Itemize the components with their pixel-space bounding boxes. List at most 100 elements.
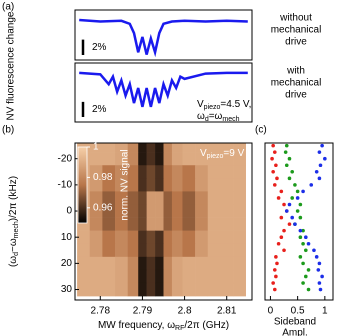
heatmap-cell — [102, 204, 116, 218]
x-axis-label-part: MW frequency, ω — [98, 320, 175, 331]
heatmap-cell — [220, 165, 234, 179]
point — [312, 248, 316, 253]
heatmap-cell — [220, 143, 234, 153]
heatmap-cell — [182, 143, 196, 153]
point — [282, 228, 286, 233]
heatmap-cell — [195, 282, 209, 297]
heatmap-cell — [207, 191, 221, 205]
x-axis-label: Ampl. — [282, 328, 308, 336]
heatmap-cell — [138, 143, 147, 153]
heatmap-cell — [127, 165, 139, 179]
point — [301, 228, 305, 233]
heatmap-cell — [233, 230, 246, 245]
heatmap-cell — [138, 204, 147, 218]
point — [276, 196, 281, 200]
heatmap-cell — [163, 143, 173, 153]
annotation-part: V — [197, 99, 204, 110]
heatmap-cell — [182, 152, 196, 166]
heatmap-cell — [89, 191, 103, 205]
colorbar-tick-label: 0.98 — [93, 172, 113, 183]
point — [298, 228, 303, 233]
point — [287, 176, 292, 181]
y-tick-label: 20 — [61, 258, 73, 269]
annotation: ωd=ωmech — [197, 111, 240, 124]
x-tick-label: 0.5 — [291, 306, 305, 317]
heatmap-cell — [220, 269, 234, 284]
annotation-sub: d — [205, 116, 209, 123]
heatmap-cell — [89, 152, 103, 166]
point — [320, 274, 324, 279]
heatmap-cell — [138, 165, 147, 179]
trace-label: mechanical — [271, 25, 322, 36]
point — [301, 281, 305, 285]
heatmap-cell — [207, 178, 221, 192]
heatmap-cell — [115, 230, 128, 245]
trace-label: drive — [285, 90, 307, 101]
heatmap-cell — [146, 256, 156, 271]
heatmap-cell — [195, 243, 209, 258]
point — [314, 169, 319, 174]
heatmap-cell — [220, 256, 234, 271]
heatmap-cell — [115, 204, 128, 218]
colorbar-label: norm. NV signal — [120, 149, 131, 220]
heatmap-cell — [146, 204, 156, 218]
heatmap-cell — [220, 243, 234, 258]
heatmap-cell — [195, 165, 209, 179]
heatmap-cell — [102, 256, 116, 271]
heatmap — [77, 143, 246, 297]
heatmap-cell — [171, 269, 183, 284]
heatmap-cell — [155, 217, 164, 231]
heatmap-cell — [207, 256, 221, 271]
y-axis-label-part: −ω — [8, 238, 19, 252]
heatmap-cell — [146, 178, 156, 192]
point — [279, 235, 284, 239]
trace-label: mechanical — [271, 78, 322, 89]
heatmap-cell — [207, 165, 221, 179]
heatmap-cell — [138, 191, 147, 205]
heatmap-cell — [163, 269, 173, 284]
heatmap-cell — [146, 191, 156, 205]
colorbar — [77, 146, 88, 224]
heatmap-cell — [77, 282, 91, 297]
annotation-part: =4.5 V, — [220, 99, 251, 110]
point — [287, 222, 292, 226]
y-tick-label: 0 — [66, 206, 72, 217]
y-tick-label: 10 — [61, 232, 73, 243]
heatmap-cell — [171, 217, 183, 231]
colorbar-tick-label: 1 — [93, 142, 99, 153]
point — [284, 143, 289, 148]
heatmap-cell — [102, 243, 116, 258]
heatmap-cell — [207, 204, 221, 218]
heatmap-cell — [207, 230, 221, 245]
annotation-part: =ω — [209, 111, 223, 122]
point — [274, 274, 278, 279]
point — [317, 176, 322, 181]
heatmap-cell — [207, 217, 221, 231]
point — [283, 150, 288, 154]
point — [271, 281, 275, 285]
point — [270, 156, 274, 161]
point — [284, 163, 289, 168]
heatmap-cell — [155, 178, 164, 192]
x-tick-label: 0 — [268, 306, 274, 317]
scale-bar-label: 2% — [92, 104, 107, 115]
point — [271, 169, 275, 174]
heatmap-cell — [233, 143, 246, 153]
point — [287, 202, 292, 207]
x-axis-label-sub: RF — [175, 325, 184, 332]
heatmap-cell — [146, 282, 156, 297]
y-axis-label: (ωd−ωmech)/2π (kHz) — [8, 176, 21, 267]
heatmap-cell — [102, 165, 116, 179]
plot-frame — [74, 9, 253, 61]
y-axis-label-part: )/2π (kHz) — [8, 176, 19, 221]
annotation: Vpiezo=9 V — [200, 148, 245, 161]
annotation-part: V — [200, 148, 207, 159]
heatmap-cell — [163, 165, 173, 179]
heatmap-cell — [182, 178, 196, 192]
heatmap-cell — [155, 269, 164, 284]
point — [272, 268, 277, 272]
x-tick-label: 1 — [322, 306, 328, 317]
heatmap-cell — [115, 143, 128, 153]
point — [318, 287, 323, 292]
x-axis-label-part: /2π (GHz) — [184, 320, 229, 331]
